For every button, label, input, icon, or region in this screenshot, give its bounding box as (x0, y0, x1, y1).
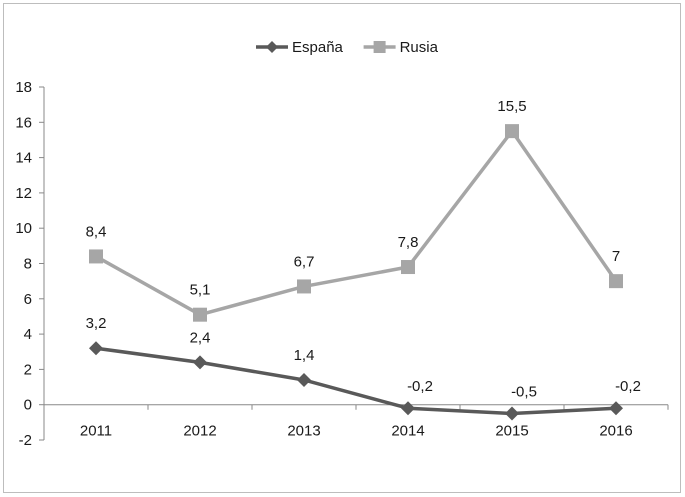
data-label: 7,8 (398, 234, 419, 251)
marker-diamond (89, 341, 103, 356)
y-tick-label: 2 (24, 361, 32, 378)
y-tick-label: 12 (15, 185, 32, 202)
marker-square (193, 307, 207, 322)
x-tick-label: 2016 (599, 423, 632, 440)
legend-square-marker (373, 41, 386, 53)
marker-diamond (505, 406, 519, 421)
y-tick-label: 10 (15, 220, 32, 237)
y-tick-label: 8 (24, 256, 32, 273)
data-label: -0,5 (511, 384, 537, 401)
marker-diamond (193, 355, 207, 370)
series-layer (89, 124, 623, 421)
marker-square (297, 279, 311, 294)
x-tick-label: 2013 (287, 423, 320, 440)
x-tick-label: 2015 (495, 423, 528, 440)
y-tick-label: 14 (15, 150, 32, 167)
series-line-rusia (95, 129, 618, 317)
marker-diamond (401, 401, 415, 416)
axes: -2 0 2 4 6 8 10 12 14 16 18 2011 2012 2013 2014 2015 201… (15, 79, 669, 449)
y-tick-label: -2 (19, 432, 32, 449)
data-label: 2,4 (190, 329, 211, 346)
legend: España Rusia (256, 39, 439, 56)
data-label: 7 (612, 248, 620, 265)
y-tick-label: 16 (15, 114, 32, 131)
data-label: 5,1 (190, 282, 211, 299)
marker-square (505, 124, 519, 139)
legend-label: Rusia (400, 39, 439, 56)
data-label: 1,4 (294, 347, 315, 364)
legend-diamond-marker (266, 41, 278, 53)
y-tick-label: 0 (24, 397, 32, 414)
x-tick-label: 2012 (183, 423, 216, 440)
data-label: -0,2 (407, 378, 433, 395)
marker-diamond (609, 401, 623, 416)
marker-square (609, 274, 623, 289)
marker-square (89, 249, 103, 264)
y-tick-label: 18 (15, 79, 32, 96)
data-label: 6,7 (294, 253, 315, 270)
data-labels: 3,2 2,4 1,4 -0,2 -0,5 -0,2 8,4 5,1 6,7 7,8 15,5 7 (86, 98, 641, 400)
y-tick-label: 4 (24, 326, 32, 343)
y-tick-label: 6 (24, 291, 32, 308)
legend-label: España (292, 39, 344, 56)
x-tick-label: 2014 (391, 423, 424, 440)
series-line-espana (95, 346, 617, 416)
data-label: 8,4 (86, 223, 107, 240)
marker-square (401, 260, 415, 275)
data-label: -0,2 (615, 378, 641, 395)
x-tick-label: 2011 (80, 423, 112, 440)
marker-diamond (297, 372, 311, 387)
data-label: 15,5 (497, 98, 526, 115)
data-label: 3,2 (86, 315, 107, 332)
